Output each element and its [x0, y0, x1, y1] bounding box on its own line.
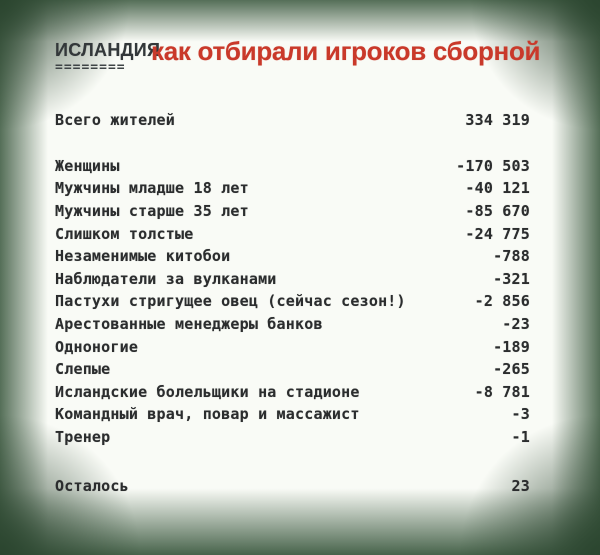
row-label: Тренер	[55, 428, 111, 447]
row-label: Слепые	[55, 360, 111, 379]
ledger-row: Пастухи стригущее овец (сейчас сезон!) -…	[55, 290, 530, 313]
row-label: Мужчины старше 35 лет	[55, 202, 249, 221]
ledger-row: Незаменимые китобои -788	[55, 245, 530, 268]
ledger-row: Исландские болельщики на стадионе -8 781	[55, 381, 530, 404]
row-label: Арестованные менеджеры банков	[55, 315, 323, 334]
ledger-row-result: Осталось 23	[55, 474, 530, 497]
row-value: -3	[511, 405, 530, 424]
row-value: -321	[493, 269, 530, 288]
row-value: -189	[493, 337, 530, 356]
row-value: -8 781	[474, 382, 530, 401]
ledger-row: Наблюдатели за вулканами -321	[55, 268, 530, 291]
row-value: 334 319	[465, 111, 530, 130]
page-title: как отбирали игроков сборной	[151, 36, 541, 66]
ledger-row: Мужчины младше 18 лет -40 121	[55, 177, 530, 200]
ledger-row: Слишком толстые -24 775	[55, 222, 530, 245]
row-label: Одноногие	[55, 337, 139, 356]
ledger-row: Тренер -1	[55, 426, 530, 449]
country-label: ИСЛАНДИЯ	[55, 40, 161, 60]
row-value: 23	[511, 476, 530, 495]
country-underline: ========	[55, 60, 126, 75]
row-value: -788	[493, 247, 530, 266]
row-label: Пастухи стригущее овец (сейчас сезон!)	[55, 292, 406, 311]
row-value: -24 775	[465, 224, 530, 243]
ledger-row: Арестованные менеджеры банков -23	[55, 313, 530, 336]
row-value: -85 670	[465, 202, 530, 221]
selection-ledger: Всего жителей 334 319 Женщины -170 503 М…	[55, 109, 530, 497]
row-value: -40 121	[465, 179, 530, 198]
row-value: -23	[502, 315, 530, 334]
row-label: Незаменимые китобои	[55, 247, 231, 266]
row-label: Исландские болельщики на стадионе	[55, 382, 360, 401]
row-label: Командный врач, повар и массажист	[55, 405, 360, 424]
country-header: ИСЛАНДИЯ ========	[55, 40, 160, 74]
row-label: Осталось	[55, 476, 129, 495]
ledger-row: Слепые -265	[55, 358, 530, 381]
ledger-row: Мужчины старше 35 лет -85 670	[55, 200, 530, 223]
ledger-row: Женщины -170 503	[55, 155, 530, 178]
row-label: Мужчины младше 18 лет	[55, 179, 249, 198]
ledger-row-total: Всего жителей 334 319	[55, 109, 530, 132]
row-label: Наблюдатели за вулканами	[55, 269, 277, 288]
row-value: -170 503	[456, 156, 530, 175]
row-label: Женщины	[55, 156, 120, 175]
ledger-row: Одноногие -189	[55, 335, 530, 358]
row-value: -265	[493, 360, 530, 379]
row-value: -1	[511, 428, 530, 447]
row-value: -2 856	[474, 292, 530, 311]
row-label: Слишком толстые	[55, 224, 194, 243]
row-label: Всего жителей	[55, 111, 175, 130]
ledger-row: Командный врач, повар и массажист -3	[55, 403, 530, 426]
